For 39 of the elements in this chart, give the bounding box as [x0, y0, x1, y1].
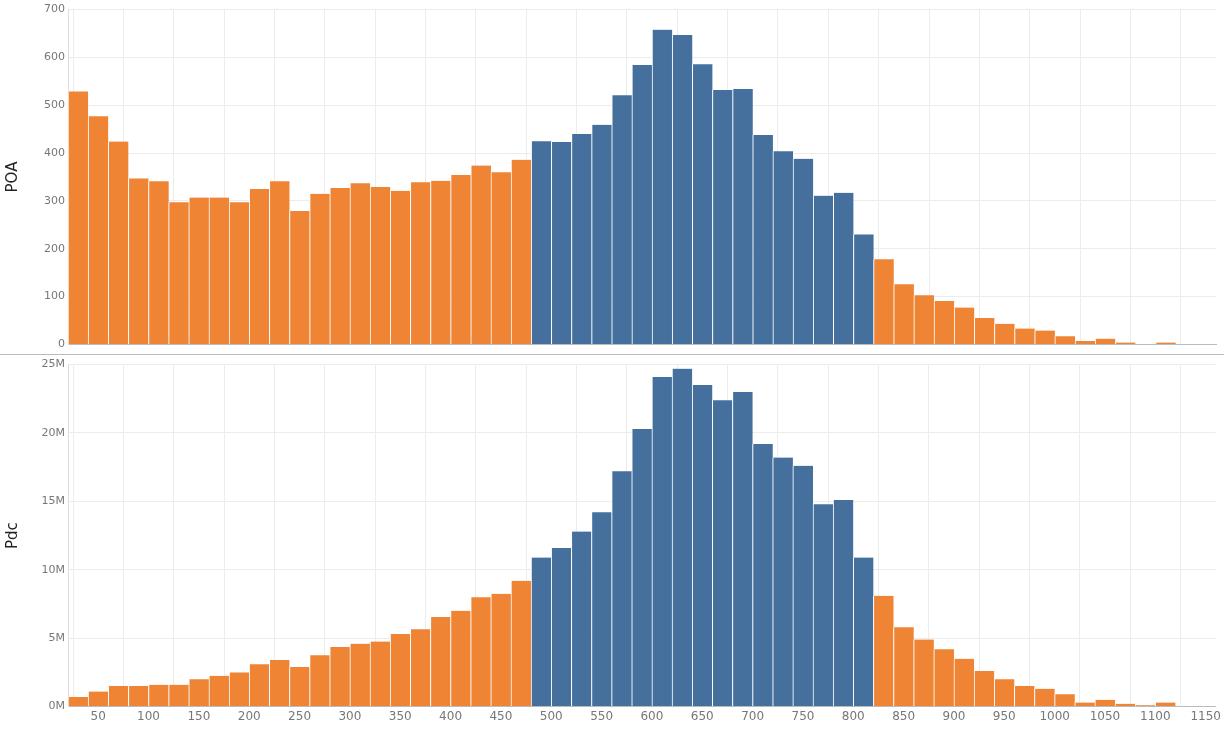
y-tick-label: 100 — [44, 289, 65, 303]
x-tick-label: 600 — [640, 708, 664, 723]
x-tick-label: 650 — [690, 708, 714, 723]
y-tick-label: 300 — [44, 193, 65, 207]
x-tick-label: 850 — [892, 708, 916, 723]
x-tick-label: 150 — [187, 708, 211, 723]
y-tick-label: 5M — [48, 631, 65, 645]
y-tick-label: 15M — [41, 494, 65, 508]
x-tick-label: 250 — [288, 708, 312, 723]
y-tick-label: 10M — [41, 562, 65, 576]
y-tick-label: 0 — [58, 337, 65, 351]
y-tick-label: 400 — [44, 145, 65, 159]
y-tick-label: 600 — [44, 50, 65, 64]
x-tick-label: 1150 — [1190, 708, 1221, 723]
y-axis-title: Pdc — [2, 522, 21, 550]
x-tick-label: 300 — [338, 708, 362, 723]
x-tick-label: 700 — [741, 708, 765, 723]
y-tick-label: 20M — [41, 425, 65, 439]
x-tick-label: 1100 — [1140, 708, 1171, 723]
x-tick-label: 800 — [841, 708, 865, 723]
y-tick-label: 700 — [44, 2, 65, 16]
y-axis-title: POA — [2, 160, 21, 193]
x-tick-label: 50 — [90, 708, 106, 723]
y-tick-label: 500 — [44, 98, 65, 112]
y-tick-label: 25M — [41, 357, 65, 371]
x-tick-label: 500 — [539, 708, 563, 723]
x-tick-label: 350 — [388, 708, 412, 723]
x-tick-label: 1000 — [1039, 708, 1070, 723]
x-tick-label: 100 — [137, 708, 160, 723]
x-tick-label: 550 — [590, 708, 614, 723]
x-tick-label: 200 — [237, 708, 261, 723]
y-tick-label: 200 — [44, 241, 65, 255]
x-tick-label: 450 — [489, 708, 513, 723]
x-tick-label: 400 — [439, 708, 463, 723]
x-tick-label: 950 — [992, 708, 1016, 723]
x-tick-label: 900 — [942, 708, 966, 723]
x-tick-label: 750 — [791, 708, 815, 723]
y-tick-label: 0M — [48, 699, 65, 713]
x-tick-label: 1050 — [1089, 708, 1121, 723]
